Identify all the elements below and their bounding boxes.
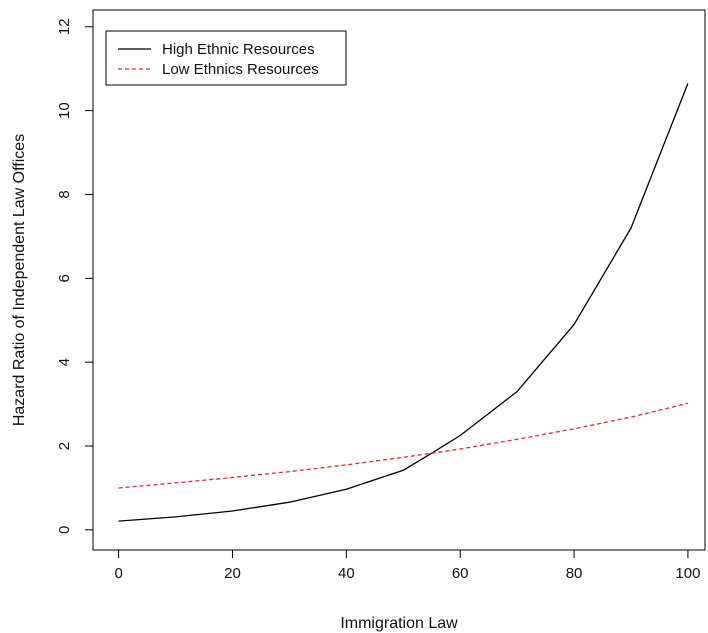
- series-layer: [118, 83, 689, 522]
- x-tick-label: 80: [566, 565, 583, 582]
- series-line-low-ethnics-resources: [118, 402, 689, 489]
- y-axis-title: Hazard Ratio of Independent Law Offices: [11, 134, 28, 426]
- x-tick-label: 0: [114, 565, 122, 582]
- x-tick-label: 100: [675, 565, 700, 582]
- y-tick-label: 10: [56, 102, 73, 119]
- legend-label-high: High Ethnic Resources: [162, 41, 315, 58]
- y-tick-label: 2: [56, 442, 73, 450]
- y-tick-label: 8: [56, 190, 73, 198]
- series-line-high-ethnic-resources: [118, 83, 689, 522]
- legend-label-low: Low Ethnics Resources: [162, 61, 319, 78]
- legend: High Ethnic Resources Low Ethnics Resour…: [105, 30, 347, 86]
- x-tick-label: 20: [224, 565, 241, 582]
- y-axis: 0 2 4 6 8 10 12: [56, 18, 93, 534]
- x-axis: 0 20 40 60 80 100: [114, 550, 700, 582]
- y-tick-label: 0: [56, 526, 73, 534]
- y-tick-label: 4: [56, 358, 73, 366]
- y-tick-label: 6: [56, 274, 73, 282]
- legend-box: [105, 30, 347, 86]
- x-tick-label: 40: [338, 565, 355, 582]
- x-axis-title: Immigration Law: [340, 615, 458, 632]
- x-tick-label: 60: [452, 565, 469, 582]
- y-tick-label: 12: [56, 18, 73, 35]
- plot-frame: [92, 9, 706, 551]
